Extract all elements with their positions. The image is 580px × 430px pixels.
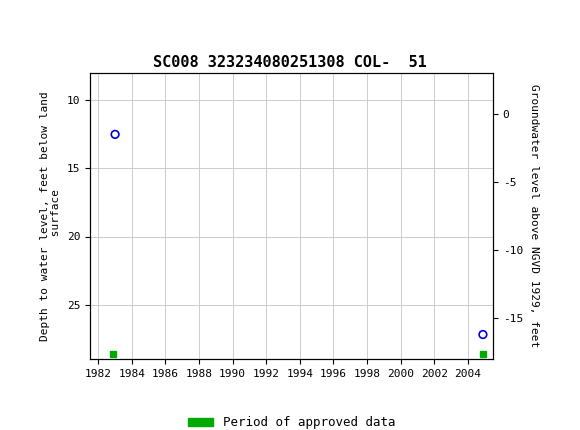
Point: [110, 131, 119, 138]
Y-axis label: Groundwater level above NGVD 1929, feet: Groundwater level above NGVD 1929, feet: [528, 84, 538, 348]
Text: SC008 323234080251308 COL-  51: SC008 323234080251308 COL- 51: [153, 55, 427, 70]
Text: ≈USGS: ≈USGS: [10, 13, 69, 32]
Y-axis label: Depth to water level, feet below land
 surface: Depth to water level, feet below land su…: [39, 91, 61, 341]
Legend: Period of approved data: Period of approved data: [183, 412, 400, 430]
Point: [478, 331, 488, 338]
